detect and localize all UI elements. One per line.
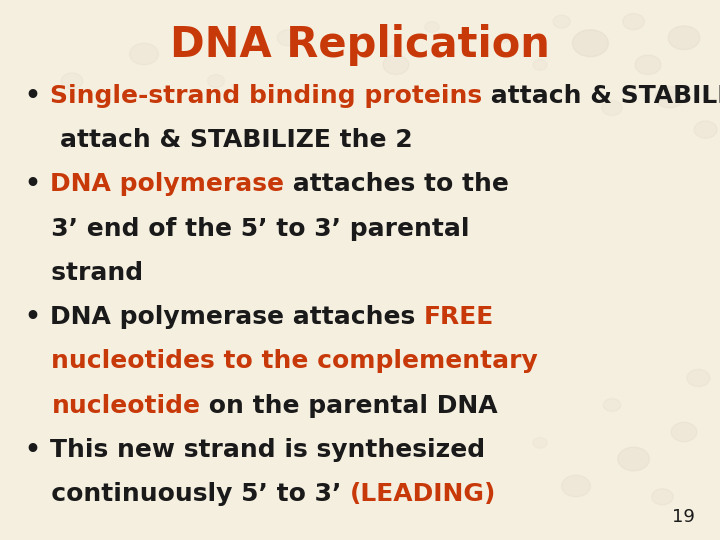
Circle shape — [602, 100, 622, 116]
Circle shape — [277, 30, 299, 46]
Text: •: • — [25, 438, 50, 462]
Text: attaches to the: attaches to the — [284, 172, 509, 196]
Text: FREE: FREE — [424, 305, 494, 329]
Text: DNA polymerase: DNA polymerase — [50, 172, 284, 196]
Circle shape — [652, 489, 673, 505]
Circle shape — [623, 14, 644, 30]
Circle shape — [687, 369, 710, 387]
Text: continuously 5’ to 3’: continuously 5’ to 3’ — [25, 482, 351, 506]
Circle shape — [635, 55, 661, 75]
Text: on the parental DNA: on the parental DNA — [200, 394, 498, 417]
Circle shape — [671, 422, 697, 442]
Text: nucleotide: nucleotide — [51, 394, 200, 417]
Text: •: • — [25, 305, 50, 329]
Circle shape — [655, 86, 684, 108]
Text: •: • — [25, 172, 50, 196]
Circle shape — [383, 55, 409, 75]
Circle shape — [498, 33, 510, 43]
Circle shape — [562, 475, 590, 497]
Circle shape — [533, 59, 547, 70]
Text: nucleotides to the complementary: nucleotides to the complementary — [51, 349, 539, 373]
Circle shape — [694, 121, 717, 138]
Text: DNA Replication: DNA Replication — [170, 24, 550, 66]
Text: DNA polymerase attaches: DNA polymerase attaches — [50, 305, 424, 329]
Text: Single-strand binding proteins: Single-strand binding proteins — [50, 84, 482, 107]
Circle shape — [618, 447, 649, 471]
Circle shape — [61, 73, 83, 89]
Text: This new strand is synthesized: This new strand is synthesized — [50, 438, 485, 462]
Text: strand: strand — [25, 261, 143, 285]
Text: attach & STABILIZE the 2: attach & STABILIZE the 2 — [25, 128, 413, 152]
Circle shape — [130, 43, 158, 65]
Circle shape — [425, 22, 439, 32]
Circle shape — [668, 26, 700, 50]
Circle shape — [207, 75, 225, 87]
Text: 19: 19 — [672, 509, 695, 526]
Text: 3’ end of the 5’ to 3’ parental: 3’ end of the 5’ to 3’ parental — [25, 217, 469, 240]
Text: attach & STABILIZE the 2: attach & STABILIZE the 2 — [482, 84, 720, 107]
Circle shape — [533, 437, 547, 448]
Circle shape — [553, 15, 570, 28]
Circle shape — [572, 30, 608, 57]
Text: (LEADING): (LEADING) — [351, 482, 497, 506]
Text: •: • — [25, 84, 50, 107]
Circle shape — [603, 399, 621, 411]
